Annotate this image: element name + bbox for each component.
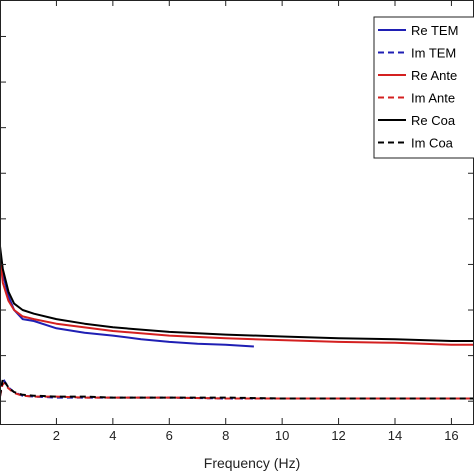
series-layer [0, 246, 474, 400]
x-tick-label: 16 [444, 428, 458, 443]
x-tick-label: 4 [109, 428, 116, 443]
x-tick-label: 10 [275, 428, 289, 443]
legend-label: Re Ante [411, 68, 457, 83]
legend-label: Im Coa [411, 136, 454, 151]
series-line-re-antenna [0, 255, 474, 346]
series-line-re-coax [0, 246, 474, 342]
x-tick-label: 2 [53, 428, 60, 443]
x-tick-label: 6 [166, 428, 173, 443]
legend: Re TEM Im TEM Re Ante Im Ante Re Coa Im Coa [373, 16, 474, 159]
series-line-im-coax [0, 378, 474, 400]
legend-box [373, 16, 474, 159]
legend-label: Im Ante [411, 91, 455, 106]
x-axis-label: Frequency (Hz) [204, 455, 300, 471]
legend-label: Re Coa [411, 113, 456, 128]
legend-label: Im TEM [411, 46, 456, 61]
x-tick-label: 14 [388, 428, 402, 443]
series-line-re-tem [0, 250, 254, 348]
x-tick-label: 12 [331, 428, 345, 443]
legend-label: Re TEM [411, 23, 458, 38]
x-tick-label: 8 [222, 428, 229, 443]
